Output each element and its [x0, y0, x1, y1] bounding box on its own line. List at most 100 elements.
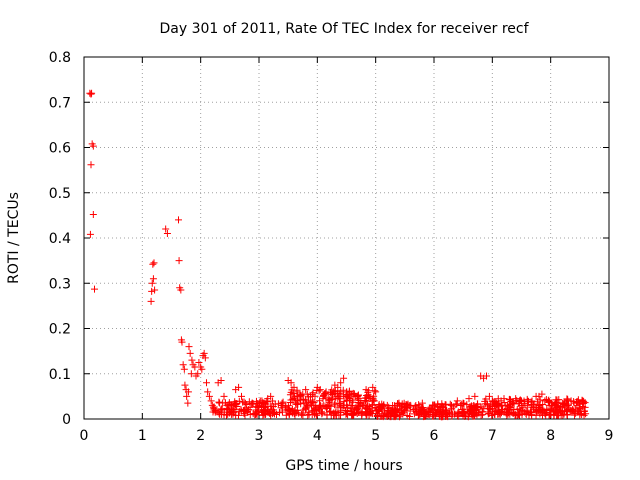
data-point [364, 391, 372, 399]
data-point [313, 410, 321, 418]
data-point [240, 407, 248, 415]
data-point [308, 391, 316, 399]
data-point [184, 388, 192, 396]
data-point [373, 411, 381, 419]
axis-ticks [83, 56, 610, 420]
x-tick-label: 9 [605, 428, 614, 444]
data-point [478, 403, 486, 411]
data-point [185, 343, 193, 351]
data-point [337, 403, 345, 411]
x-tick-label: 6 [430, 428, 439, 444]
data-point [330, 411, 338, 419]
data-point [337, 388, 345, 396]
data-point [439, 413, 447, 421]
plot-frame [83, 56, 610, 420]
data-point [331, 399, 339, 407]
data-point [184, 399, 192, 407]
data-point [175, 257, 183, 265]
data-point [292, 399, 300, 407]
data-point [87, 90, 95, 98]
data-point [212, 407, 220, 415]
data-point [420, 413, 428, 421]
data-point [479, 411, 487, 419]
data-point [564, 395, 572, 403]
x-tick-label: 8 [546, 428, 555, 444]
data-point [148, 279, 156, 287]
data-point [532, 403, 540, 411]
data-point [447, 405, 455, 413]
data-point [287, 379, 295, 387]
data-point [517, 407, 525, 415]
data-point [412, 407, 420, 415]
data-point [239, 398, 247, 406]
data-point [424, 408, 432, 416]
data-point [437, 403, 445, 411]
data-point [537, 405, 545, 413]
data-point [319, 395, 327, 403]
data-point [469, 410, 477, 418]
y-tick-label: 0.3 [49, 276, 71, 292]
data-point [485, 405, 493, 413]
data-point [392, 412, 400, 420]
data-point [470, 402, 478, 410]
data-point [233, 400, 241, 408]
data-point [354, 391, 362, 399]
data-point [213, 408, 221, 416]
data-point [299, 395, 307, 403]
data-point [241, 406, 249, 414]
y-tick-label: 0.5 [49, 186, 71, 202]
data-point [553, 404, 561, 412]
data-point [148, 287, 156, 295]
data-point [547, 410, 555, 418]
data-point [331, 410, 339, 418]
data-point [477, 411, 485, 419]
y-tick-label: 0.8 [49, 50, 71, 66]
y-axis-label: ROTI / TECUs [6, 192, 22, 284]
data-point [348, 411, 356, 419]
data-point [404, 400, 412, 408]
data-point [200, 349, 208, 357]
data-point [579, 400, 587, 408]
data-point [359, 401, 367, 409]
data-point [163, 229, 171, 237]
data-point [536, 396, 544, 404]
data-point [514, 410, 522, 418]
data-point [494, 395, 502, 403]
data-points [86, 89, 590, 421]
data-point [267, 402, 275, 410]
data-point [386, 413, 394, 421]
data-point [227, 401, 235, 409]
data-point [400, 399, 408, 407]
data-point [371, 387, 379, 395]
data-point [201, 354, 209, 362]
data-point [299, 406, 307, 414]
data-point [460, 399, 468, 407]
data-point [503, 411, 511, 419]
data-point [215, 398, 223, 406]
data-point [282, 411, 290, 419]
data-point [316, 403, 323, 411]
chart-title: Day 301 of 2011, Rate Of TEC Index for r… [159, 21, 529, 37]
x-tick-label: 7 [488, 428, 497, 444]
data-point [187, 370, 195, 378]
data-point [445, 410, 453, 418]
data-point [336, 401, 344, 409]
data-point [304, 411, 312, 419]
data-point [573, 398, 581, 406]
data-point [318, 409, 326, 417]
data-point [539, 400, 547, 408]
y-tick-label: 0 [62, 412, 71, 428]
data-point [278, 408, 286, 416]
data-point [275, 409, 283, 417]
data-point [578, 411, 586, 419]
data-point [563, 411, 571, 419]
data-point [337, 379, 345, 387]
data-point [555, 409, 563, 417]
data-point [208, 401, 216, 409]
data-point [293, 400, 301, 408]
data-point [349, 389, 357, 397]
data-point [235, 383, 243, 391]
x-tick-label: 0 [80, 428, 89, 444]
data-point [538, 390, 546, 398]
data-point [285, 411, 293, 419]
